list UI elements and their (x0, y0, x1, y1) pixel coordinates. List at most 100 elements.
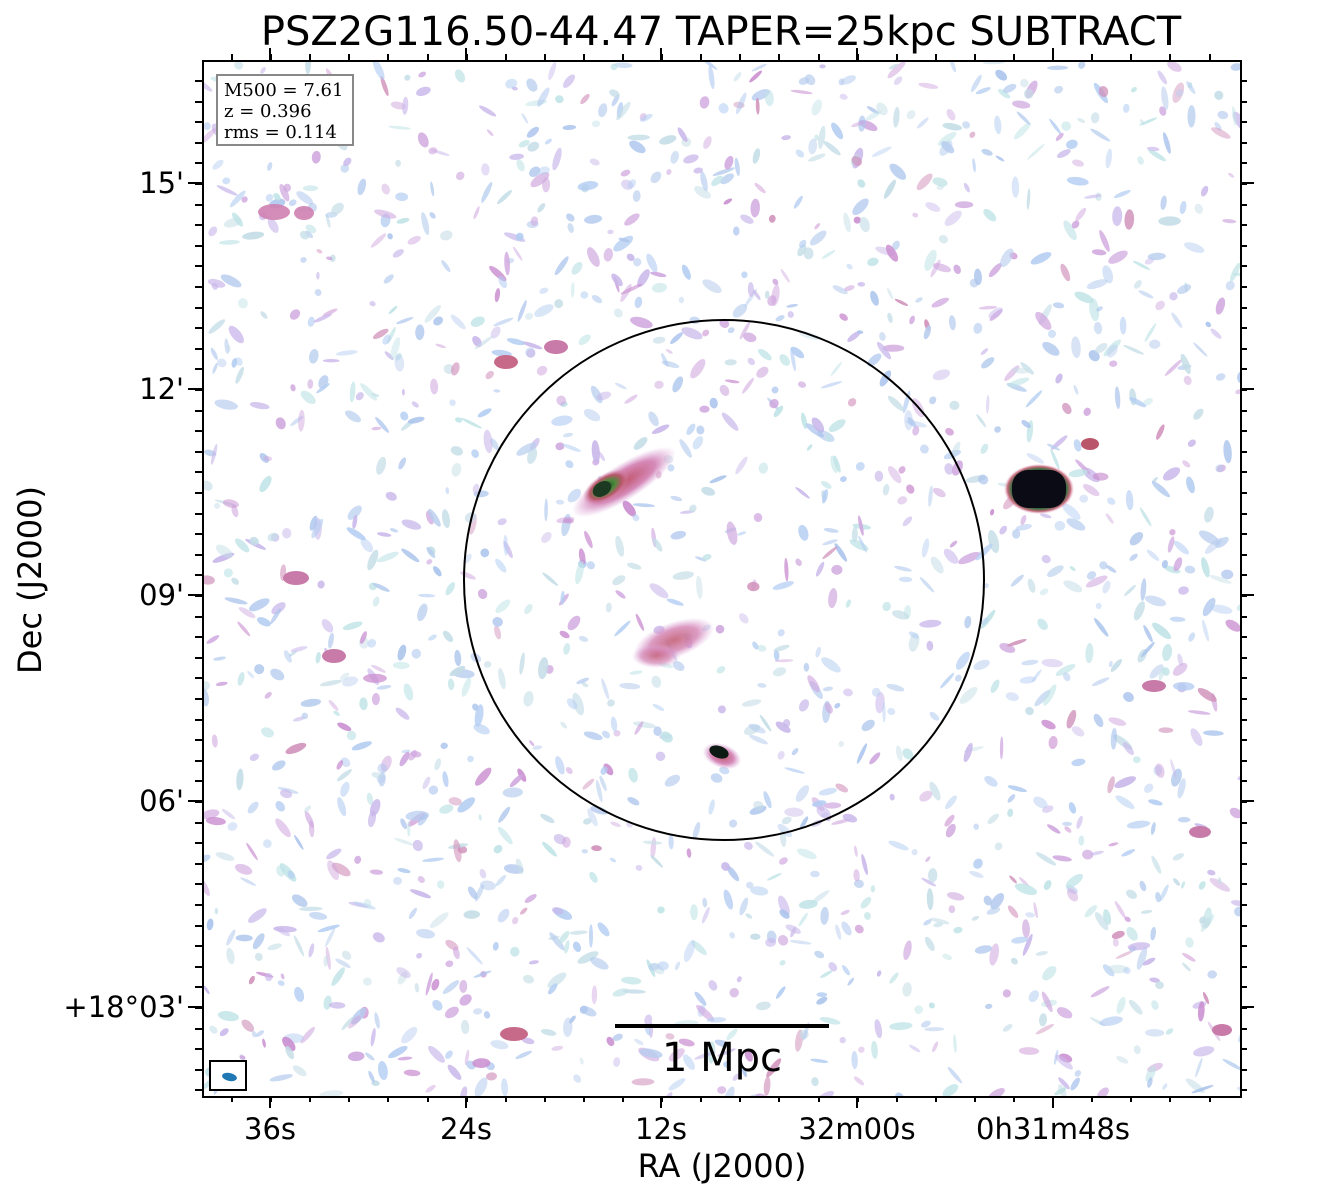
noise-blob (1099, 1016, 1123, 1026)
m500-label: M500 = 7.61 (224, 80, 344, 101)
noise-blob (627, 797, 640, 806)
noise-blob (403, 683, 414, 701)
noise-blob (1063, 580, 1083, 593)
noise-blob (1176, 89, 1184, 98)
tick-mark (1240, 1028, 1247, 1030)
tick-mark (1240, 800, 1254, 802)
noise-blob (455, 417, 462, 423)
noise-blob (317, 924, 340, 933)
noise-blob (449, 665, 466, 677)
noise-blob (869, 752, 881, 765)
noise-blob (226, 929, 236, 946)
noise-blob (856, 330, 864, 334)
noise-blob (422, 857, 445, 862)
noise-blob (248, 908, 267, 923)
noise-blob (528, 960, 539, 965)
noise-blob (1102, 265, 1114, 284)
noise-blob (672, 376, 684, 393)
noise-blob (599, 775, 607, 792)
noise-blob (1099, 229, 1110, 252)
tick-mark (195, 842, 202, 844)
noise-blob (206, 918, 214, 931)
noise-blob (791, 748, 799, 756)
noise-blob (1010, 957, 1018, 965)
noise-blob (396, 317, 414, 325)
noise-blob (374, 209, 397, 219)
noise-blob (733, 101, 745, 109)
noise-blob (264, 973, 273, 982)
noise-blob (861, 719, 875, 732)
noise-blob (838, 78, 845, 86)
noise-blob (355, 392, 364, 401)
noise-blob (1179, 200, 1187, 215)
noise-blob (368, 1070, 375, 1083)
noise-blob (864, 911, 871, 920)
noise-blob (1187, 710, 1211, 715)
noise-blob (635, 613, 645, 631)
noise-blob (1004, 365, 1020, 381)
noise-blob (640, 113, 653, 122)
noise-blob (392, 249, 404, 258)
noise-blob (826, 433, 831, 442)
noise-blob (715, 624, 725, 634)
noise-blob (473, 206, 480, 220)
noise-blob (307, 316, 315, 327)
noise-blob (582, 778, 595, 790)
noise-blob (808, 138, 818, 155)
noise-blob (622, 500, 636, 517)
noise-blob (886, 683, 905, 692)
noise-blob (308, 348, 319, 364)
tick-mark (1052, 1096, 1054, 1102)
noise-blob (1077, 118, 1086, 123)
noise-blob (721, 862, 730, 871)
noise-blob (777, 751, 785, 760)
noise-blob (453, 839, 462, 863)
noise-blob (810, 890, 830, 905)
tick-mark (1240, 101, 1247, 103)
noise-blob (371, 772, 383, 779)
noise-blob (526, 78, 538, 92)
noise-blob (519, 652, 525, 675)
noise-blob (629, 670, 643, 675)
noise-blob (1002, 989, 1012, 998)
noise-blob (1124, 584, 1136, 597)
noise-blob (451, 462, 462, 477)
noise-blob (821, 249, 836, 259)
noise-blob (947, 1066, 963, 1084)
noise-blob (1223, 439, 1232, 464)
noise-blob (212, 362, 218, 374)
noise-blob (576, 677, 590, 685)
noise-blob (439, 804, 454, 814)
noise-blob (717, 705, 726, 714)
noise-blob (474, 336, 493, 350)
noise-blob (752, 641, 759, 650)
noise-blob (1069, 565, 1076, 572)
noise-blob (692, 436, 704, 450)
noise-blob (554, 299, 564, 309)
noise-blob (1188, 632, 1196, 642)
noise-blob (369, 869, 384, 875)
noise-blob (1114, 900, 1126, 919)
noise-blob (204, 122, 211, 131)
noise-blob (793, 195, 803, 209)
noise-blob (346, 730, 357, 741)
tick-mark (1240, 471, 1247, 473)
noise-blob (928, 1002, 935, 1009)
noise-blob (1230, 63, 1240, 71)
noise-blob (717, 1086, 727, 1094)
noise-blob (907, 417, 916, 428)
noise-blob (736, 976, 742, 983)
noise-blob (282, 527, 292, 539)
noise-blob (852, 198, 869, 216)
noise-blob (228, 325, 244, 344)
noise-blob (664, 774, 681, 787)
noise-blob (787, 311, 794, 318)
tick-mark (1240, 224, 1247, 226)
noise-blob (1173, 540, 1189, 555)
noise-blob (1138, 290, 1154, 299)
noise-blob (1171, 312, 1183, 328)
noise-blob (724, 155, 734, 170)
noise-blob (926, 640, 934, 651)
tick-mark (195, 657, 202, 659)
noise-blob (839, 93, 848, 100)
